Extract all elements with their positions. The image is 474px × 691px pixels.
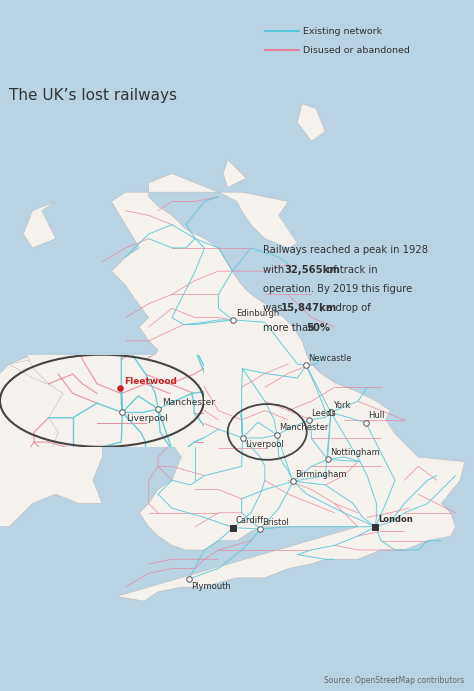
Polygon shape: [111, 173, 465, 601]
Text: The UK’s lost railways: The UK’s lost railways: [9, 88, 177, 103]
Text: Leeds: Leeds: [311, 408, 336, 417]
Text: Nottingham: Nottingham: [330, 448, 380, 457]
Text: York: York: [333, 401, 351, 410]
Text: was: was: [263, 303, 286, 313]
Text: Liverpool: Liverpool: [245, 440, 283, 449]
Ellipse shape: [0, 354, 204, 447]
Text: 32,565km: 32,565km: [285, 265, 340, 274]
Text: Fleetwood: Fleetwood: [124, 377, 177, 386]
Text: Source: OpenStreetMap contributors: Source: OpenStreetMap contributors: [324, 676, 465, 685]
Text: 50%: 50%: [306, 323, 330, 332]
Text: Bristol: Bristol: [263, 518, 290, 527]
Text: 15,847km: 15,847km: [280, 303, 337, 313]
Text: Newcastle: Newcastle: [309, 354, 352, 363]
Text: of track in: of track in: [324, 265, 378, 274]
Polygon shape: [9, 354, 126, 406]
Polygon shape: [163, 392, 181, 410]
Text: operation. By 2019 this figure: operation. By 2019 this figure: [263, 284, 412, 294]
Text: Edinburgh: Edinburgh: [237, 309, 280, 318]
Text: Liverpool: Liverpool: [126, 415, 168, 424]
Text: Cardiff: Cardiff: [236, 516, 264, 525]
Polygon shape: [0, 136, 354, 583]
Polygon shape: [0, 354, 102, 527]
Text: with: with: [263, 265, 287, 274]
Text: Disused or abandoned: Disused or abandoned: [303, 46, 410, 55]
Text: more than: more than: [263, 323, 318, 332]
Text: Existing network: Existing network: [303, 26, 383, 36]
Text: London: London: [378, 515, 412, 524]
Text: Plymouth: Plymouth: [191, 582, 231, 591]
Text: Birmingham: Birmingham: [296, 470, 347, 479]
Polygon shape: [23, 202, 56, 248]
Text: , a drop of: , a drop of: [320, 303, 371, 313]
Text: Manchester: Manchester: [162, 398, 215, 407]
Polygon shape: [223, 160, 246, 187]
Polygon shape: [297, 104, 325, 141]
Text: Railways reached a peak in 1928: Railways reached a peak in 1928: [263, 245, 428, 255]
Text: Hull: Hull: [368, 411, 384, 420]
Text: Manchester: Manchester: [279, 424, 328, 433]
